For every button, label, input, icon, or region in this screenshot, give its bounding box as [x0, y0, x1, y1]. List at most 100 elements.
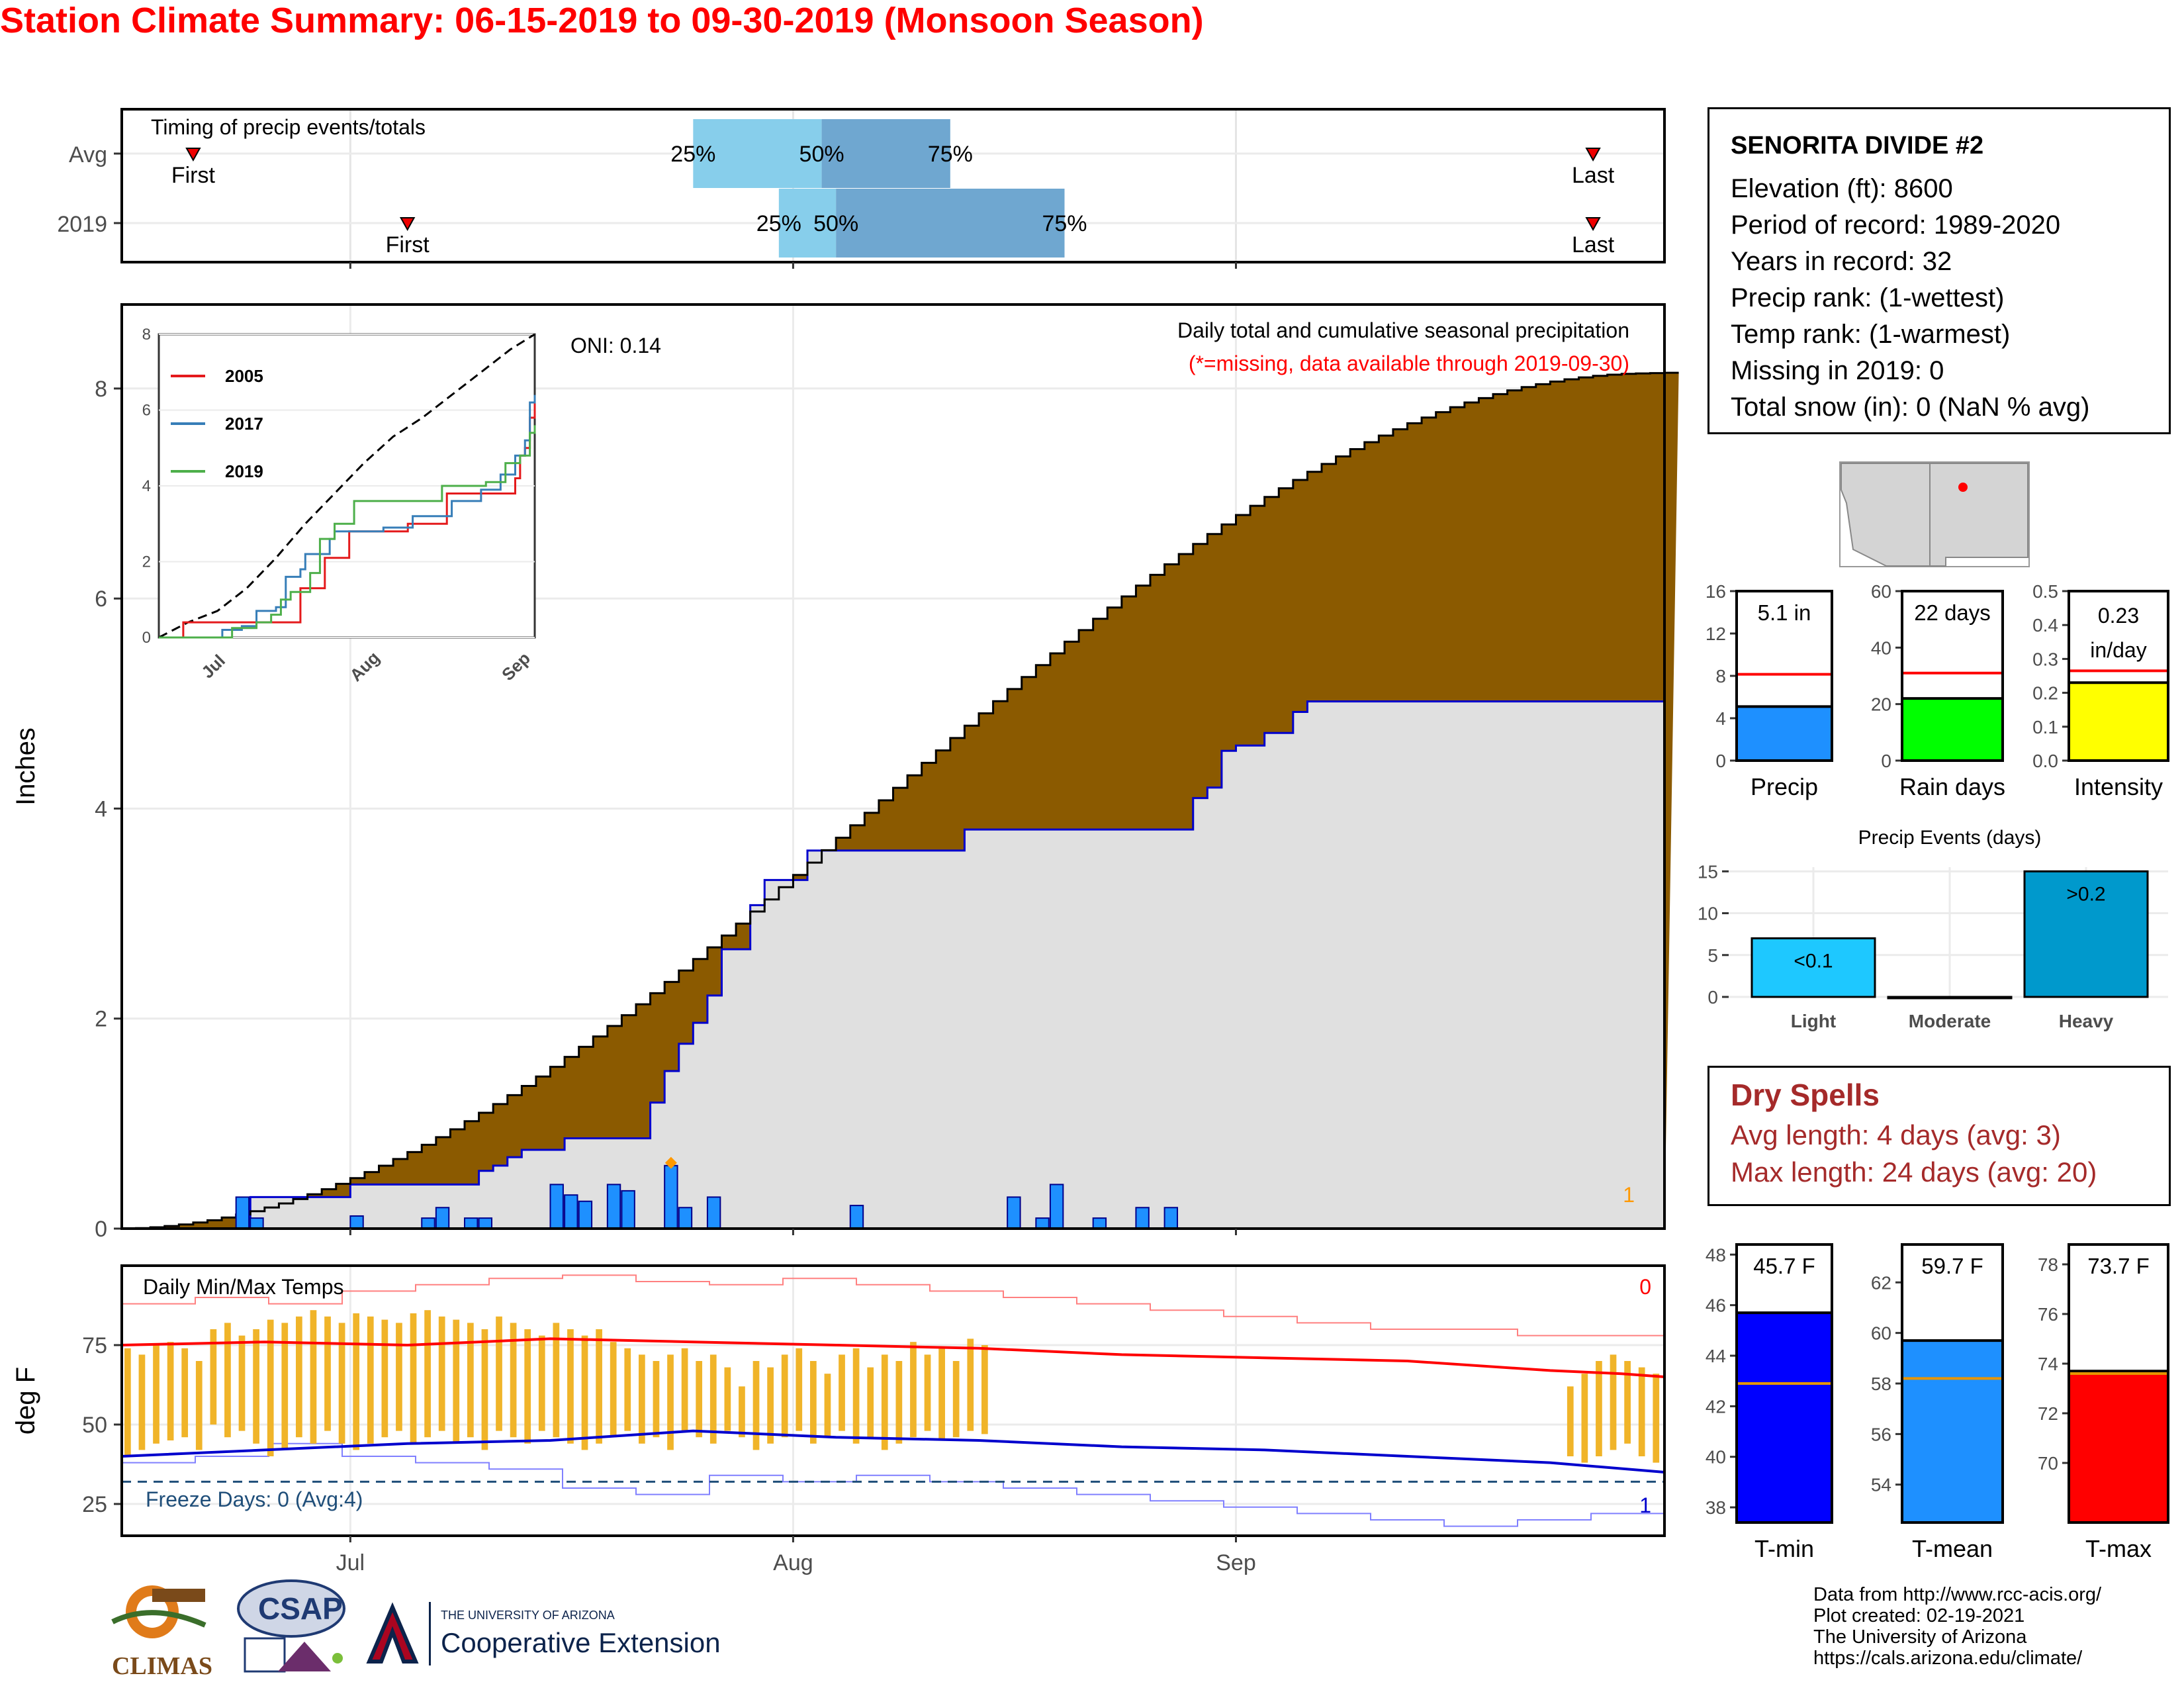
daily-temp-bar	[1638, 1367, 1645, 1456]
tmax-summary-frame	[2068, 1243, 2169, 1524]
daily-precip-bar	[421, 1217, 435, 1229]
daily-temp-bar	[410, 1313, 417, 1444]
timing-percent-label: 50%	[813, 211, 858, 236]
daily-temp-bar	[709, 1354, 717, 1444]
daily-precip-bar	[578, 1200, 593, 1229]
timing-bar-50-75	[821, 119, 950, 188]
daily-precip-bar	[1007, 1196, 1021, 1229]
precip-y-axis-label: Inches	[11, 727, 40, 806]
timing-bar-50-75	[836, 189, 1065, 258]
daily-temp-bar	[681, 1348, 688, 1431]
tmean-summary-y-tick-label: 56	[1871, 1424, 1891, 1444]
precip-y-tick-label: 0	[95, 1217, 107, 1242]
events-bar-label: <0.1	[1794, 950, 1833, 972]
avg-max-line	[121, 1337, 1665, 1378]
timing-row-label: Avg	[69, 142, 107, 167]
daily-temp-bar	[1567, 1386, 1574, 1456]
daily-precip-bar	[621, 1190, 635, 1229]
tmax-summary-y-tick-label: 76	[2038, 1304, 2058, 1325]
events-x-label: Moderate	[1909, 1011, 1991, 1031]
events-bar	[1887, 996, 2013, 1000]
timing-marker-triangle	[399, 217, 416, 232]
daily-temp-bar	[910, 1342, 917, 1438]
page-title: Station Climate Summary: 06-15-2019 to 0…	[0, 1, 1204, 40]
daily-temp-bar	[581, 1335, 588, 1450]
inset-legend-label: 2017	[225, 414, 263, 434]
tmin-summary-value-label: 45.7 F	[1753, 1254, 1815, 1278]
daily-temp-bar	[510, 1323, 517, 1438]
dry-spells-panel: Dry Spells Avg length: 4 days (avg: 3) M…	[1707, 1066, 2171, 1206]
daily-precip-bar	[849, 1205, 864, 1229]
timing-marker-triangle	[1585, 217, 1601, 232]
precip-chart: 0 2 4 6 8 Inches 1 Daily total and cumulative s…	[11, 303, 1679, 1242]
daily-temp-bar	[167, 1342, 174, 1440]
credit-url: https://cals.arizona.edu/climate/	[1813, 1648, 2083, 1669]
daily-temp-bar	[1653, 1374, 1660, 1463]
temp-x-tick-label: Sep	[1216, 1550, 1256, 1575]
raindays-summary-title: Rain days	[1899, 773, 2005, 800]
timing-percent-label: 75%	[928, 142, 973, 167]
credits: Data from http://www.rcc-acis.org/ Plot …	[1813, 1584, 2101, 1669]
precip-y-tick-label: 8	[95, 377, 107, 402]
daily-precip-bar	[564, 1194, 578, 1229]
timing-marker-triangle	[1585, 148, 1601, 162]
timing-title: Timing of precip events/totals	[151, 115, 426, 139]
temp-corner-top: 0	[1639, 1275, 1651, 1299]
daily-precip-bar	[478, 1217, 493, 1229]
map-station-marker	[1958, 483, 1968, 492]
daily-temp-bar	[952, 1361, 960, 1438]
dry-spells-max: Max length: 24 days (avg: 20)	[1731, 1156, 2097, 1188]
daily-temp-bar	[752, 1361, 760, 1450]
tmax-summary-value-label: 73.7 F	[2087, 1254, 2150, 1278]
precip-summary-y-tick-label: 8	[1715, 666, 1726, 686]
daily-temp-bar	[195, 1361, 203, 1450]
credit-university: The University of Arizona	[1813, 1626, 2027, 1648]
daily-temp-bar	[224, 1323, 231, 1438]
freeze-label: Freeze Days: 0 (Avg:4)	[146, 1487, 363, 1511]
oni-label: ONI: 0.14	[570, 334, 661, 357]
daily-temp-bar	[1624, 1361, 1631, 1444]
precip-title: Daily total and cumulative seasonal prec…	[1177, 318, 1629, 342]
inset-legend-label: 2005	[225, 366, 263, 386]
daily-temp-bar	[253, 1329, 259, 1444]
tmin-summary-frame	[1735, 1243, 1833, 1524]
inset-average-line	[158, 333, 535, 639]
avg-min-line	[121, 1429, 1665, 1474]
daily-temp-bar	[210, 1329, 217, 1425]
intensity-summary-y-tick-label: 0.2	[2032, 683, 2058, 704]
dry-spells-avg: Avg length: 4 days (avg: 3)	[1731, 1119, 2061, 1150]
station-snow: Total snow (in): 0 (NaN % avg)	[1731, 393, 2090, 422]
daily-temp-bar	[1596, 1361, 1602, 1456]
daily-temp-bar	[981, 1345, 988, 1434]
events-y-tick-label: 15	[1698, 861, 1718, 882]
daily-temp-bar	[881, 1354, 888, 1450]
precip-frame	[120, 303, 1666, 1230]
daily-temp-bar	[324, 1316, 331, 1431]
station-years: Years in record: 32	[1731, 247, 1952, 276]
timing-row-label: 2019	[57, 212, 107, 237]
precip-y-tick-label: 6	[95, 586, 107, 612]
intensity-summary-y-tick-label: 0.4	[2032, 615, 2058, 635]
daily-temp-bar	[338, 1323, 345, 1444]
timing-percent-label: 50%	[799, 142, 844, 167]
daily-temp-bar	[310, 1310, 317, 1444]
daily-precip-bar	[549, 1184, 564, 1229]
daily-temp-bar	[467, 1323, 474, 1438]
station-missing: Missing in 2019: 0	[1731, 356, 1944, 385]
temp-chart: 25 50 75 deg F Freeze Days: 0 (Avg:4) Daily M…	[11, 1264, 1666, 1575]
daily-temp-bar	[453, 1319, 460, 1444]
intensity-summary-y-tick-label: 0.3	[2032, 649, 2058, 669]
raindays-summary-y-tick-label: 20	[1871, 694, 1891, 715]
avg-cumulative-line	[122, 371, 1679, 1230]
tmean-summary-y-tick-label: 54	[1871, 1475, 1891, 1495]
daily-precip-bar	[706, 1196, 721, 1229]
precip-subtitle: (*=missing, data available through 2019-…	[1189, 352, 1629, 375]
tmax-summary-y-tick-label: 78	[2038, 1254, 2058, 1275]
daily-precip-bar	[1163, 1207, 1179, 1229]
daily-temp-bar	[381, 1319, 388, 1438]
tmin-summary-y-tick-label: 48	[1706, 1244, 1726, 1265]
timing-bar-25-50	[778, 189, 837, 258]
daily-temp-bar	[553, 1323, 560, 1438]
ua-a-logo-icon	[366, 1602, 419, 1664]
